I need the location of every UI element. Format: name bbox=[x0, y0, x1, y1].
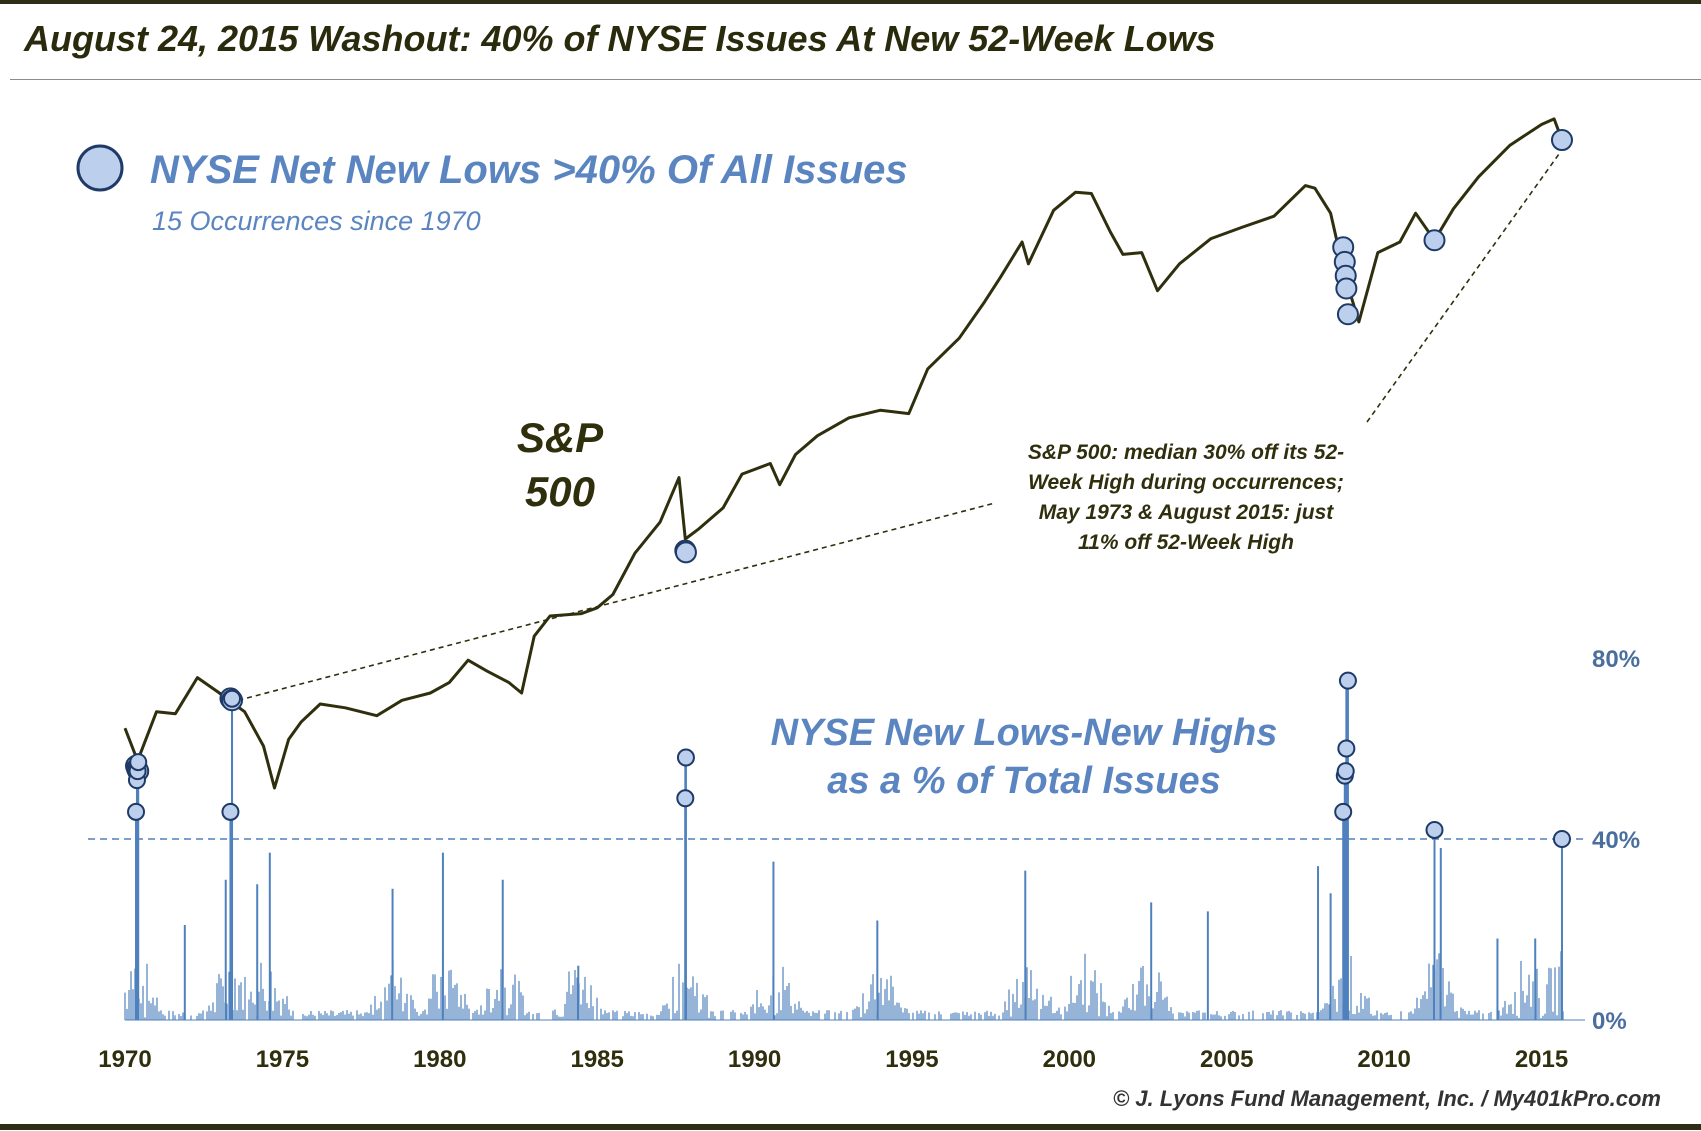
new-lows-marker-13 bbox=[1338, 671, 1357, 690]
y-tick-0: 0% bbox=[1592, 1008, 1627, 1035]
y-tick-40: 40% bbox=[1592, 827, 1640, 854]
sp500-marker-14 bbox=[1423, 229, 1446, 252]
x-tick-2005: 2005 bbox=[1200, 1046, 1253, 1073]
new-lows-marker-5 bbox=[221, 802, 240, 821]
new-lows-marker-6 bbox=[223, 689, 242, 708]
guide-line-2015 bbox=[1366, 151, 1562, 423]
x-tick-1995: 1995 bbox=[885, 1046, 938, 1073]
annotation-line-4: 11% off 52-Week High bbox=[1078, 531, 1294, 554]
panel-title-line-1: NYSE New Lows-New Highs bbox=[771, 712, 1278, 754]
panel-title-line-2: as a % of Total Issues bbox=[827, 760, 1221, 802]
new-lows-marker-12 bbox=[1337, 739, 1356, 758]
top-border bbox=[0, 0, 1701, 4]
credit-text: © J. Lyons Fund Management, Inc. / My401… bbox=[1112, 1086, 1661, 1111]
new-lows-occurrence-markers bbox=[127, 671, 1571, 848]
legend-title: NYSE Net New Lows >40% Of All Issues bbox=[150, 148, 908, 192]
blue-sphere-marker-icon bbox=[76, 144, 124, 192]
x-tick-2015: 2015 bbox=[1515, 1046, 1568, 1073]
sp500-label-line-2: 500 bbox=[525, 468, 595, 515]
x-tick-1985: 1985 bbox=[570, 1046, 623, 1073]
new-lows-marker-11 bbox=[1336, 762, 1355, 781]
new-lows-marker-8 bbox=[676, 748, 695, 767]
annotation-line-3: May 1973 & August 2015: just bbox=[1039, 501, 1334, 524]
annotation: S&P 500: median 30% off its 52- Week High… bbox=[1028, 441, 1344, 554]
title-separator bbox=[10, 79, 1701, 80]
annotation-line-1: S&P 500: median 30% off its 52- bbox=[1028, 441, 1344, 464]
sp500-label: S&P 500 bbox=[517, 414, 604, 515]
new-lows-marker-9 bbox=[1334, 802, 1353, 821]
bottom-border bbox=[0, 1124, 1701, 1130]
legend: NYSE Net New Lows >40% Of All Issues 15 … bbox=[76, 144, 908, 236]
new-lows-marker-7 bbox=[676, 789, 695, 808]
sp500-label-line-1: S&P bbox=[517, 414, 604, 461]
new-lows-marker-15 bbox=[1552, 830, 1571, 848]
y-tick-80: 80% bbox=[1592, 646, 1640, 673]
svg-text:S&P 500: median 30% off its 52: S&P 500: median 30% off its 52- Week High… bbox=[1028, 441, 1344, 554]
chart-title: August 24, 2015 Washout: 40% of NYSE Iss… bbox=[24, 18, 1216, 59]
x-axis-ticks: 1970 1975 1980 1985 1990 1995 2000 2005 2010 2015 bbox=[98, 1046, 1568, 1073]
y-axis-ticks: 0% 40% 80% bbox=[1592, 646, 1640, 1035]
sp500-marker-12 bbox=[1335, 277, 1358, 300]
sp500-marker-8 bbox=[674, 541, 697, 564]
legend-subtitle: 15 Occurrences since 1970 bbox=[152, 206, 481, 236]
x-tick-2010: 2010 bbox=[1357, 1046, 1410, 1073]
new-lows-panel-title: NYSE New Lows-New Highs as a % of Total I… bbox=[771, 712, 1278, 802]
sp500-line bbox=[123, 117, 1564, 790]
new-lows-marker-4 bbox=[129, 753, 148, 772]
new-lows-marker-1 bbox=[127, 802, 146, 821]
x-tick-1980: 1980 bbox=[413, 1046, 466, 1073]
x-tick-2000: 2000 bbox=[1043, 1046, 1096, 1073]
annotation-line-2: Week High during occurrences; bbox=[1028, 471, 1344, 494]
sp500-marker-13 bbox=[1336, 303, 1359, 326]
x-tick-1970: 1970 bbox=[98, 1046, 151, 1073]
x-tick-1990: 1990 bbox=[728, 1046, 781, 1073]
new-lows-marker-14 bbox=[1425, 820, 1444, 839]
guide-lines bbox=[238, 151, 1562, 702]
guide-line-1973 bbox=[238, 502, 996, 702]
sp500-marker-15 bbox=[1550, 129, 1573, 152]
x-tick-1975: 1975 bbox=[256, 1046, 309, 1073]
